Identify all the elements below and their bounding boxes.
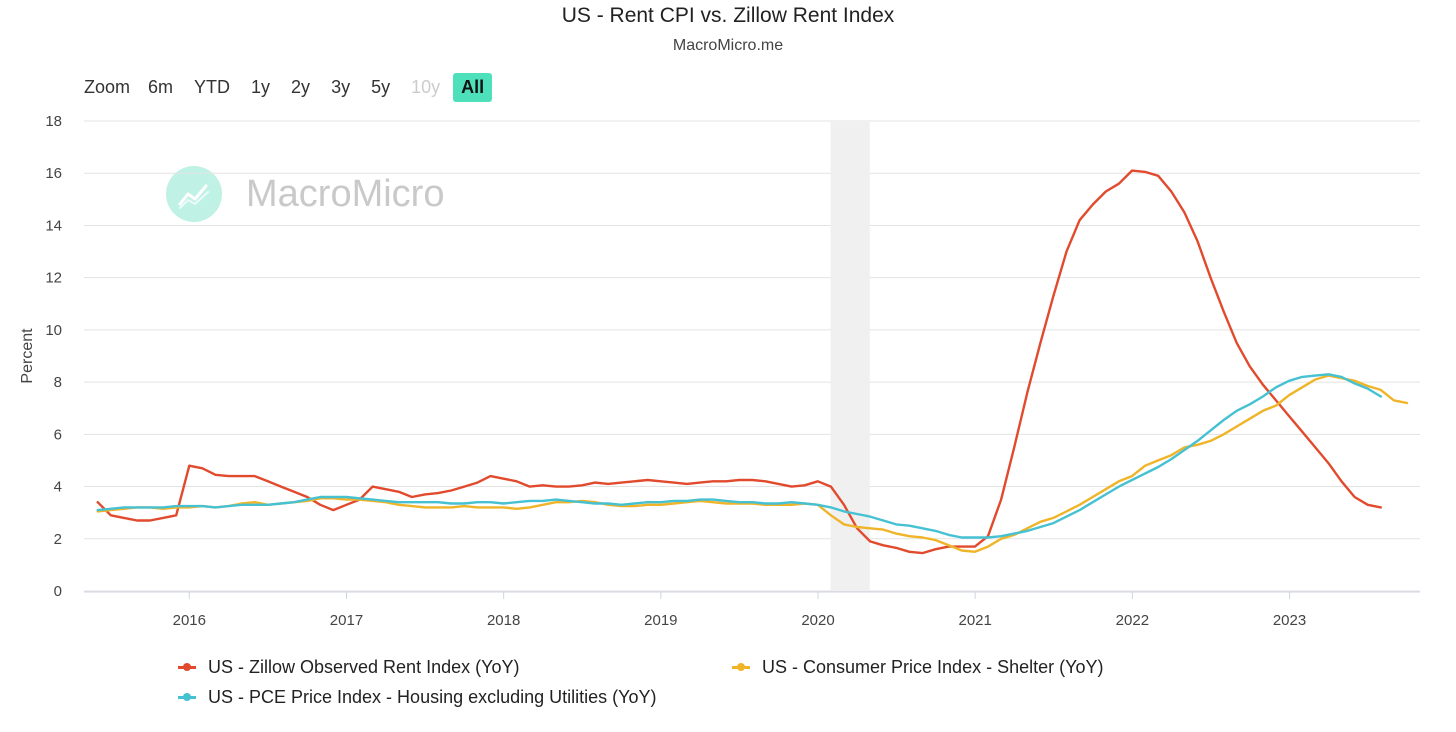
y-axis-label: Percent <box>19 328 36 384</box>
zoom-ytd-button[interactable]: YTD <box>194 77 231 97</box>
y-tick-10: 10 <box>45 322 62 339</box>
zoom-3y-button[interactable]: 3y <box>331 77 351 97</box>
y-tick-0: 0 <box>54 583 62 600</box>
x-axis-ticks: 2016 2017 2018 2019 2020 2021 2022 2023 <box>84 591 1420 629</box>
y-tick-16: 16 <box>45 165 62 182</box>
y-axis-ticks: 0 2 4 6 8 10 12 14 16 18 <box>45 113 62 600</box>
series-line-0[interactable] <box>96 169 1383 555</box>
y-tick-6: 6 <box>54 426 62 443</box>
legend-swatch-zillow <box>178 663 196 671</box>
y-tick-14: 14 <box>45 217 62 234</box>
x-tick-2020: 2020 <box>801 612 834 629</box>
y-tick-2: 2 <box>54 531 62 548</box>
zoom-1y-button[interactable]: 1y <box>251 77 271 97</box>
legend-label-cpi-shelter: US - Consumer Price Index - Shelter (YoY… <box>762 657 1104 677</box>
legend-label-zillow: US - Zillow Observed Rent Index (YoY) <box>208 657 520 677</box>
watermark: MacroMicro <box>166 166 444 222</box>
zoom-6m-button[interactable]: 6m <box>148 77 174 97</box>
chart-subtitle: MacroMicro.me <box>672 37 784 54</box>
macromicro-logo-icon <box>166 166 222 222</box>
x-tick-2016: 2016 <box>173 612 206 629</box>
zoom-5y-button[interactable]: 5y <box>371 77 391 97</box>
x-tick-2021: 2021 <box>959 612 992 629</box>
grid-lines <box>84 120 1420 592</box>
zoom-all-button[interactable]: All <box>453 73 493 102</box>
series-lines[interactable] <box>96 169 1409 555</box>
series-line-1[interactable] <box>96 374 1409 553</box>
watermark-text: MacroMicro <box>246 172 445 215</box>
legend-swatch-pce-housing <box>178 693 196 701</box>
series-line-2[interactable] <box>96 373 1383 539</box>
legend-swatch-cpi-shelter <box>732 663 750 671</box>
x-tick-2018: 2018 <box>487 612 520 629</box>
y-tick-8: 8 <box>54 374 62 391</box>
legend-label-pce-housing: US - PCE Price Index - Housing excluding… <box>208 687 657 707</box>
chart-title: US - Rent CPI vs. Zillow Rent Index <box>561 4 895 27</box>
legend-item-cpi-shelter[interactable]: US - Consumer Price Index - Shelter (YoY… <box>732 657 1103 678</box>
legend-item-zillow[interactable]: US - Zillow Observed Rent Index (YoY) <box>178 657 519 678</box>
y-tick-18: 18 <box>45 113 62 130</box>
x-tick-2019: 2019 <box>644 612 677 629</box>
x-tick-2023: 2023 <box>1273 612 1306 629</box>
zoom-2y-button[interactable]: 2y <box>291 77 311 97</box>
zoom-10y-button: 10y <box>411 77 441 97</box>
x-tick-2022: 2022 <box>1116 612 1149 629</box>
zoom-label: Zoom <box>84 77 131 97</box>
y-tick-12: 12 <box>45 270 62 287</box>
x-tick-2017: 2017 <box>330 612 363 629</box>
y-tick-4: 4 <box>54 479 62 496</box>
zoom-toolbar: Zoom 6m YTD 1y 2y 3y 5y 10y All <box>80 73 497 102</box>
legend-item-pce-housing[interactable]: US - PCE Price Index - Housing excluding… <box>178 687 657 708</box>
